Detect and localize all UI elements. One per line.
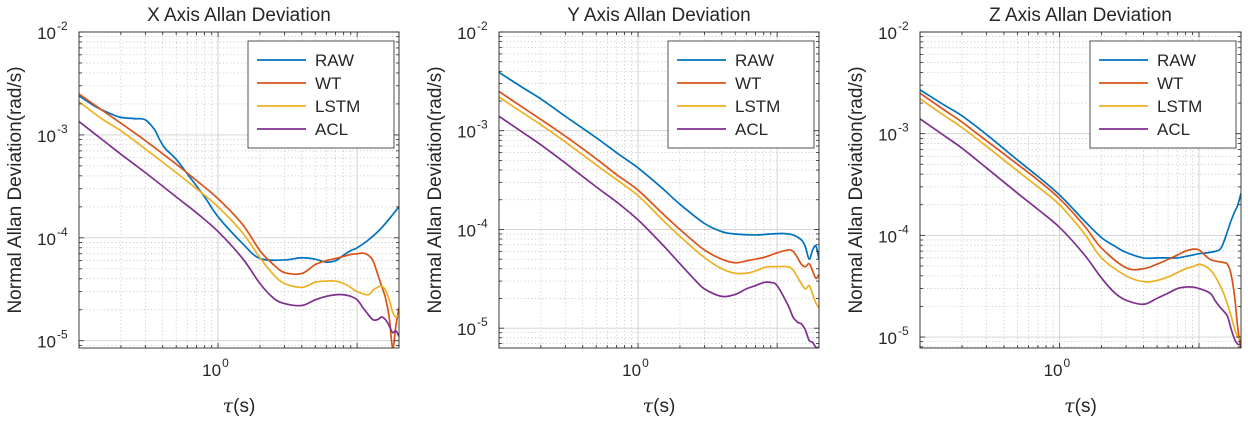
legend-label-wt: WT	[315, 74, 341, 93]
x-tick-label: 10	[1044, 361, 1063, 380]
axes-box	[78, 31, 400, 349]
x-tick-label: 10	[622, 361, 641, 380]
y-tick-label: 10	[878, 126, 897, 145]
x-tick-exponent: 0	[642, 356, 649, 370]
y-axis-label: Normal Allan Deviation(rad/s)	[425, 66, 446, 313]
series-line-lstm	[79, 101, 399, 318]
y-axis-label: Normal Allan Deviation(rad/s)	[846, 66, 867, 313]
chart-panel-1: 10-210-310-410-510 0X Axis Allan Deviatio…	[5, 5, 400, 417]
legend-label-lstm: LSTM	[315, 97, 360, 116]
y-tick-label: 10	[37, 127, 56, 146]
y-tick-label: 10	[878, 24, 897, 43]
series-line-wt	[499, 90, 819, 280]
y-tick-label: 10	[37, 24, 56, 43]
chart-panel-3: 10-210-310-410-510 0Z Axis Allan Deviatio…	[846, 5, 1242, 417]
y-tick-exponent: -2	[57, 19, 68, 33]
series-line-lstm	[499, 96, 819, 309]
y-tick-exponent: -5	[477, 315, 488, 329]
y-tick-label: 10	[457, 320, 476, 339]
series-group	[920, 89, 1241, 348]
x-tick-label: 10	[202, 361, 221, 380]
legend-label-raw: RAW	[315, 51, 354, 70]
series-line-acl	[499, 115, 819, 348]
series-line-raw	[920, 89, 1241, 260]
series-line-wt	[79, 93, 399, 348]
series-line-raw	[79, 95, 399, 264]
series-group	[499, 71, 819, 348]
y-tick-exponent: -5	[898, 324, 909, 338]
y-tick-label: 10	[457, 123, 476, 142]
chart-title: Z Axis Allan Deviation	[989, 5, 1172, 26]
y-tick-label: 10	[878, 227, 897, 246]
x-axis-label: τ(s)	[1064, 395, 1097, 417]
legend-label-wt: WT	[735, 74, 761, 93]
legend-box	[667, 40, 815, 149]
x-tick-exponent: 0	[222, 356, 229, 370]
y-tick-label: 10	[878, 329, 897, 348]
y-tick-exponent: -2	[898, 19, 909, 33]
legend: RAW WT LSTM ACL	[1089, 40, 1237, 149]
axes-box	[498, 31, 820, 349]
series-line-acl	[920, 118, 1241, 346]
legend-label-raw: RAW	[735, 51, 774, 70]
series-line-lstm	[920, 98, 1241, 341]
y-tick-label: 10	[457, 221, 476, 240]
legend-label-acl: ACL	[315, 120, 348, 139]
y-tick-label: 10	[37, 333, 56, 352]
y-tick-label: 10	[457, 24, 476, 43]
legend-box	[247, 40, 395, 149]
ticks	[498, 31, 820, 348]
series-group	[79, 93, 399, 348]
y-tick-exponent: -4	[57, 225, 68, 239]
chart-title: Y Axis Allan Deviation	[567, 5, 750, 26]
ticks	[78, 31, 400, 348]
legend: RAW WT LSTM ACL	[247, 40, 395, 149]
y-tick-exponent: -3	[477, 118, 488, 132]
legend-label-acl: ACL	[735, 120, 768, 139]
y-tick-exponent: -5	[57, 328, 68, 342]
chart-title: X Axis Allan Deviation	[147, 5, 331, 26]
legend-label-raw: RAW	[1157, 51, 1196, 70]
y-tick-exponent: -3	[57, 122, 68, 136]
x-axis-label: τ(s)	[223, 395, 256, 417]
y-tick-exponent: -3	[898, 121, 909, 135]
y-axis-label: Normal Allan Deviation(rad/s)	[5, 66, 26, 313]
legend: RAW WT LSTM ACL	[667, 40, 815, 149]
x-tick-exponent: 0	[1064, 356, 1071, 370]
y-tick-exponent: -4	[477, 216, 488, 230]
series-line-wt	[920, 92, 1241, 348]
y-tick-exponent: -4	[898, 222, 909, 236]
legend-label-wt: WT	[1157, 74, 1183, 93]
y-tick-label: 10	[37, 230, 56, 249]
legend-label-lstm: LSTM	[735, 97, 780, 116]
x-axis-label: τ(s)	[643, 395, 676, 417]
series-line-acl	[79, 120, 399, 337]
ticks	[919, 31, 1242, 348]
legend-label-lstm: LSTM	[1157, 97, 1202, 116]
legend-label-acl: ACL	[1157, 120, 1190, 139]
legend-box	[1089, 40, 1237, 149]
y-tick-exponent: -2	[477, 19, 488, 33]
series-line-raw	[499, 71, 819, 261]
chart-panel-2: 10-210-310-410-510 0Y Axis Allan Deviatio…	[425, 5, 820, 417]
axes-box	[919, 31, 1242, 349]
